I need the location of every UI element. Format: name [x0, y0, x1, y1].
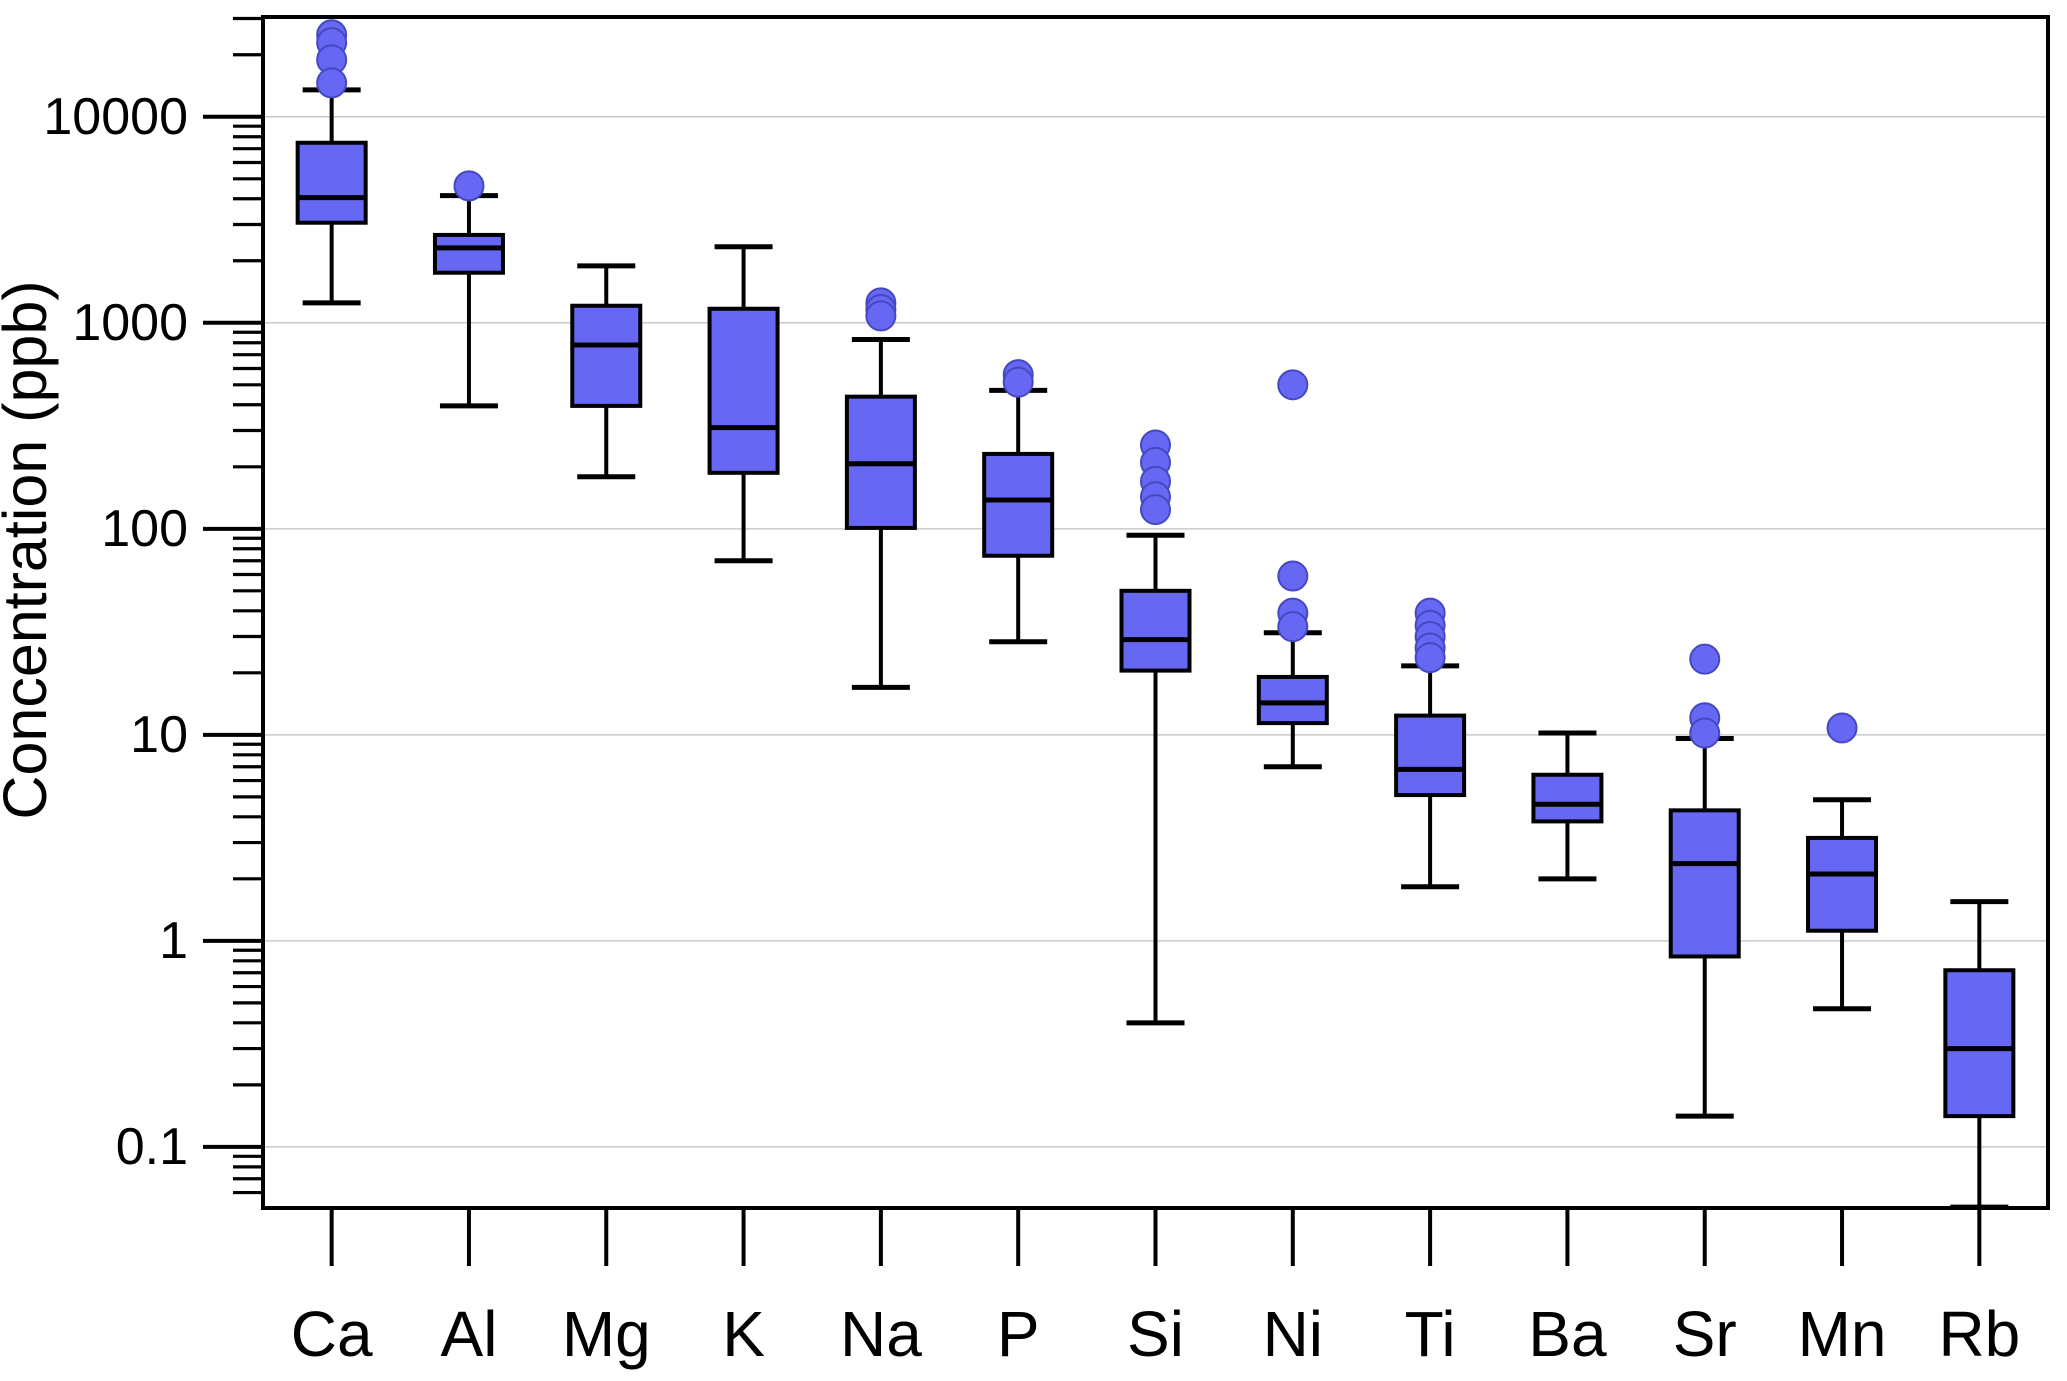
- box-Mn: [1806, 712, 1879, 1012]
- outlier-point: [1826, 712, 1858, 744]
- x-category-label: Ba: [1528, 1298, 1607, 1370]
- iqr-box: [982, 451, 1055, 558]
- y-tick-label: 100: [101, 500, 188, 558]
- box-Al: [432, 170, 505, 409]
- outlier-point: [1689, 717, 1721, 749]
- x-category-label: Ni: [1263, 1298, 1323, 1370]
- x-category-label: Na: [840, 1298, 922, 1370]
- x-category-label: Ti: [1405, 1298, 1456, 1370]
- box-Mg: [570, 263, 643, 480]
- x-category-label: Sr: [1673, 1298, 1737, 1370]
- y-tick-label: 10000: [43, 88, 188, 146]
- box-Ni: [1256, 369, 1329, 770]
- iqr-box: [1806, 835, 1879, 933]
- x-category-label: Si: [1127, 1298, 1184, 1370]
- y-axis-title: Concentration (ppb): [0, 280, 59, 819]
- iqr-box: [570, 303, 643, 408]
- box-Ca: [295, 19, 368, 306]
- box-Na: [844, 287, 917, 690]
- outlier-point: [865, 300, 897, 332]
- outlier-point: [1277, 560, 1309, 592]
- iqr-box: [1119, 588, 1192, 673]
- outlier-point: [1140, 494, 1171, 526]
- plot-border: [261, 15, 2050, 1210]
- iqr-box: [1256, 674, 1329, 726]
- outlier-point: [1689, 643, 1721, 675]
- box-K: [707, 244, 780, 564]
- x-category-label: P: [997, 1298, 1040, 1370]
- outlier-point: [1414, 642, 1446, 674]
- y-tick-label: 0.1: [116, 1118, 188, 1176]
- y-tick-label: 1: [159, 912, 188, 970]
- iqr-box: [707, 306, 780, 475]
- iqr-box: [1943, 968, 2016, 1119]
- iqr-box: [295, 140, 368, 225]
- outlier-point: [1277, 369, 1309, 401]
- y-tick-label: 10: [130, 706, 188, 764]
- box-Si: [1119, 429, 1192, 1026]
- x-category-label: K: [722, 1298, 765, 1370]
- iqr-box: [1394, 713, 1467, 798]
- iqr-box: [432, 232, 505, 275]
- x-category-label: Rb: [1938, 1298, 2020, 1370]
- box-Sr: [1668, 643, 1741, 1119]
- x-category-label: Al: [441, 1298, 498, 1370]
- x-category-label: Mg: [562, 1298, 651, 1370]
- x-category-label: Mn: [1798, 1298, 1887, 1370]
- outlier-point: [1277, 611, 1309, 643]
- iqr-box: [1668, 808, 1741, 959]
- outlier-point: [1002, 366, 1034, 398]
- outlier-point: [453, 170, 485, 202]
- box-P: [982, 359, 1055, 645]
- box-Ti: [1394, 597, 1467, 890]
- iqr-box: [1531, 772, 1604, 824]
- box-Ba: [1531, 730, 1604, 882]
- outlier-point: [316, 67, 348, 99]
- box-Rb: [1943, 899, 2016, 1210]
- y-tick-label: 1000: [72, 294, 188, 352]
- x-category-label: Ca: [291, 1298, 373, 1370]
